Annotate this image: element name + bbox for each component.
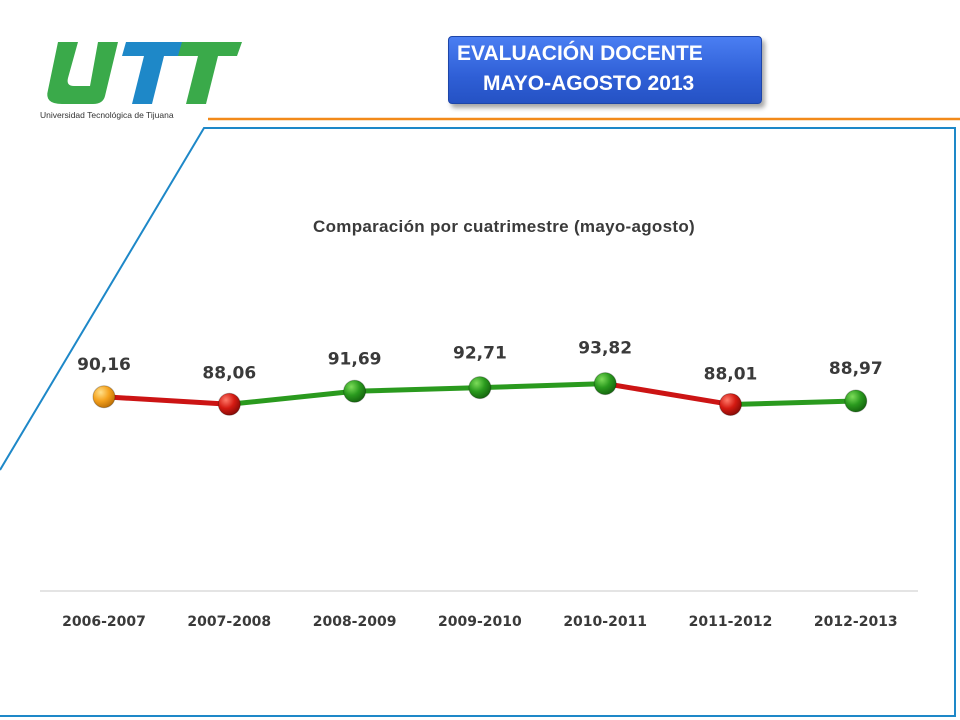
logo-letter-t1: [122, 42, 188, 104]
line-segment: [352, 385, 483, 394]
data-point: [92, 385, 116, 409]
slide-title-box: EVALUACIÓN DOCENTE MAYO-AGOSTO 2013: [448, 36, 762, 104]
data-label: 90,16: [77, 355, 131, 375]
data-label: 91,69: [328, 349, 382, 369]
data-label: 88,01: [704, 364, 758, 384]
data-labels: 90,16 88,06 91,69 92,71 93,82 88,01 88,97: [77, 339, 883, 385]
line-segment: [226, 388, 358, 407]
chart-title: Comparación por cuatrimestre (mayo-agost…: [313, 217, 695, 236]
logo-caption: Universidad Tecnológica de Tijuana: [40, 110, 174, 120]
data-label: 88,97: [829, 359, 883, 379]
data-points: [92, 372, 868, 416]
line-segment: [602, 381, 733, 407]
data-point: [468, 376, 492, 400]
x-tick-label: 2012-2013: [814, 614, 898, 630]
x-tick-label: 2006-2007: [62, 614, 146, 630]
line-segment: [477, 381, 608, 391]
utt-logo: Universidad Tecnológica de Tijuana: [40, 42, 242, 120]
logo-letter-u: [47, 42, 118, 104]
line-segments: [101, 381, 859, 407]
line-segment: [728, 398, 859, 407]
utt-wordmark-graphic: [47, 42, 242, 104]
x-tick-label: 2011-2012: [689, 614, 773, 630]
line-segment: [101, 394, 232, 407]
data-point: [217, 392, 241, 416]
data-label: 92,71: [453, 344, 507, 364]
data-label: 88,06: [202, 363, 256, 383]
slide-title-line-2: MAYO-AGOSTO 2013: [483, 72, 695, 95]
logo-letter-t2: [178, 42, 242, 104]
x-tick-label: 2007-2008: [187, 614, 271, 630]
data-label: 93,82: [578, 339, 632, 359]
x-axis-ticks: 2006-2007 2007-2008 2008-2009 2009-2010 2010…: [62, 614, 898, 630]
slide-title-line-1: EVALUACIÓN DOCENTE: [457, 42, 703, 65]
x-tick-label: 2008-2009: [313, 614, 397, 630]
x-tick-label: 2009-2010: [438, 614, 522, 630]
content-border: [0, 127, 956, 717]
data-point: [343, 379, 367, 403]
x-tick-label: 2010-2011: [563, 614, 647, 630]
data-point: [719, 392, 742, 416]
data-point: [593, 372, 617, 396]
data-point: [844, 389, 868, 413]
